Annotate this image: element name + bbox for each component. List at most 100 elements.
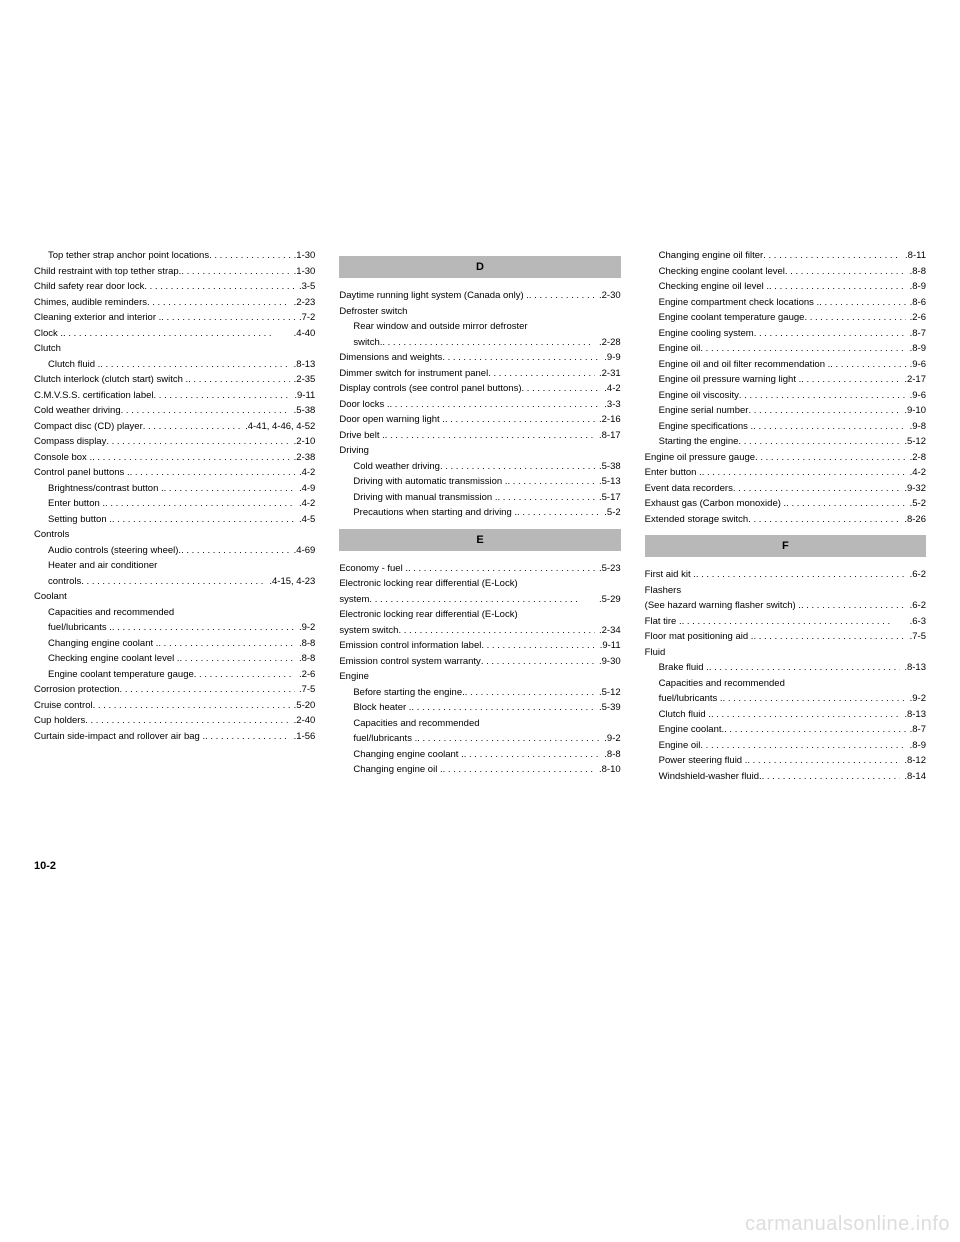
- leader-dots: [389, 397, 600, 413]
- index-entry: Clutch fluid . .8-13: [34, 357, 315, 373]
- index-page-ref: .2-23: [290, 295, 316, 311]
- index-label: Child restraint with top tether strap.: [34, 264, 181, 280]
- index-entry: Controls: [34, 527, 315, 543]
- index-page-ref: .5-2: [906, 496, 926, 512]
- leader-dots: [830, 357, 905, 373]
- leader-dots: [769, 279, 906, 295]
- index-label: Engine cooling system: [659, 326, 754, 342]
- index-page-ref: .2-10: [290, 434, 316, 450]
- index-entry: Brake fluid ..8-13: [645, 660, 926, 676]
- leader-dots: [181, 543, 290, 559]
- index-label: Checking engine coolant level .: [48, 651, 180, 667]
- index-page-ref: .9-6: [906, 357, 926, 373]
- index-entry: Capacities and recommended: [339, 716, 620, 732]
- index-entry: Door open warning light ..2-16: [339, 412, 620, 428]
- index-label: Changing engine coolant .: [48, 636, 158, 652]
- index-entry: Starting the engine.5-12: [645, 434, 926, 450]
- index-page-ref: .8-8: [295, 651, 315, 667]
- index-page-ref: .2-16: [595, 412, 621, 428]
- index-page-ref: .4-40: [290, 326, 316, 342]
- index-entry: Power steering fluid ..8-12: [645, 753, 926, 769]
- index-page-ref: .8-13: [290, 357, 316, 373]
- index-entry: Engine oil.8-9: [645, 738, 926, 754]
- index-entry: Engine coolant..8-7: [645, 722, 926, 738]
- index-label: Windshield-washer fluid.: [659, 769, 762, 785]
- index-page-ref: .2-28: [595, 335, 621, 351]
- leader-dots: [188, 372, 290, 388]
- index-label: Block heater .: [353, 700, 411, 716]
- leader-dots: [440, 459, 595, 475]
- leader-dots: [369, 592, 595, 608]
- leader-dots: [385, 428, 595, 444]
- index-entry: Door locks ..3-3: [339, 397, 620, 413]
- leader-dots: [723, 691, 906, 707]
- index-label: Emission control system warranty: [339, 654, 480, 670]
- index-page-ref: .9-9: [600, 350, 620, 366]
- leader-dots: [804, 310, 905, 326]
- index-entry: Changing engine oil filter.8-11: [645, 248, 926, 264]
- index-label: Clutch fluid .: [48, 357, 100, 373]
- index-entry: Checking engine coolant level . .8-8: [34, 651, 315, 667]
- page-number: 10-2: [34, 860, 56, 872]
- leader-dots: [508, 474, 596, 490]
- index-label: Electronic locking rear differential (E-…: [339, 576, 517, 592]
- index-page-ref: .9-32: [900, 481, 926, 497]
- column-1: Top tether strap anchor point locations.…: [34, 248, 315, 784]
- leader-dots: [154, 388, 291, 404]
- leader-dots: [93, 698, 290, 714]
- leader-dots: [733, 481, 900, 497]
- index-label: Corrosion protection: [34, 682, 120, 698]
- leader-dots: [517, 505, 600, 521]
- index-entry: Engine oil.8-9: [645, 341, 926, 357]
- leader-dots: [464, 747, 601, 763]
- leader-dots: [700, 341, 905, 357]
- index-entry: Emission control system warranty.9-30: [339, 654, 620, 670]
- index-label: Engine oil: [659, 341, 701, 357]
- index-label: Engine: [339, 669, 369, 685]
- index-label: Checking engine coolant level: [659, 264, 785, 280]
- leader-dots: [755, 450, 906, 466]
- leader-dots: [497, 490, 595, 506]
- index-entry: Engine coolant temperature gauge.2-6: [645, 310, 926, 326]
- index-label: Top tether strap anchor point locations: [48, 248, 209, 264]
- index-entry: Flat tire ..6-3: [645, 614, 926, 630]
- index-label: Changing engine coolant .: [353, 747, 463, 763]
- index-label: Compass display: [34, 434, 106, 450]
- index-entry: C.M.V.S.S. certification label.9-11: [34, 388, 315, 404]
- leader-dots: [443, 762, 595, 778]
- index-label: Console box .: [34, 450, 92, 466]
- index-entry: Driving with manual transmission ..5-17: [339, 490, 620, 506]
- index-page-ref: .5-38: [290, 403, 316, 419]
- index-label: Dimmer switch for instrument panel: [339, 366, 488, 382]
- index-entry: Economy - fuel ..5-23: [339, 561, 620, 577]
- index-page-ref: .8-7: [906, 722, 926, 738]
- leader-dots: [696, 567, 906, 583]
- leader-dots: [105, 496, 295, 512]
- index-label: Exhaust gas (Carbon monoxide) .: [645, 496, 787, 512]
- leader-dots: [785, 264, 906, 280]
- index-page-ref: .2-38: [290, 450, 316, 466]
- index-page-ref: .5-39: [595, 700, 621, 716]
- index-label: Flat tire .: [645, 614, 682, 630]
- index-label: Cold weather driving: [353, 459, 440, 475]
- index-entry: system.5-29: [339, 592, 620, 608]
- index-page-ref: .8-11: [901, 248, 926, 264]
- index-label: Enter button .: [48, 496, 105, 512]
- index-page-ref: .5-17: [595, 490, 621, 506]
- index-entry: Brightness/contrast button ..4-9: [34, 481, 315, 497]
- leader-dots: [481, 654, 595, 670]
- index-label: Cruise control: [34, 698, 93, 714]
- index-page-ref: .1-56: [290, 729, 316, 745]
- index-page-ref: .4-2: [600, 381, 620, 397]
- index-page-ref: .8-13: [900, 660, 926, 676]
- leader-dots: [121, 403, 290, 419]
- index-entry: Compact disc (CD) player.4-41, 4-46, 4-5…: [34, 419, 315, 435]
- index-page-ref: .4-15, 4-23: [265, 574, 315, 590]
- index-entry: Engine specifications ..9-8: [645, 419, 926, 435]
- index-page-ref: .5-12: [900, 434, 926, 450]
- column-2: DDaytime running light system (Canada on…: [339, 248, 620, 784]
- index-page-ref: .1-30: [290, 264, 316, 280]
- index-page-ref: .5-13: [595, 474, 621, 490]
- index-page-ref: .8-8: [295, 636, 315, 652]
- index-entry: Engine: [339, 669, 620, 685]
